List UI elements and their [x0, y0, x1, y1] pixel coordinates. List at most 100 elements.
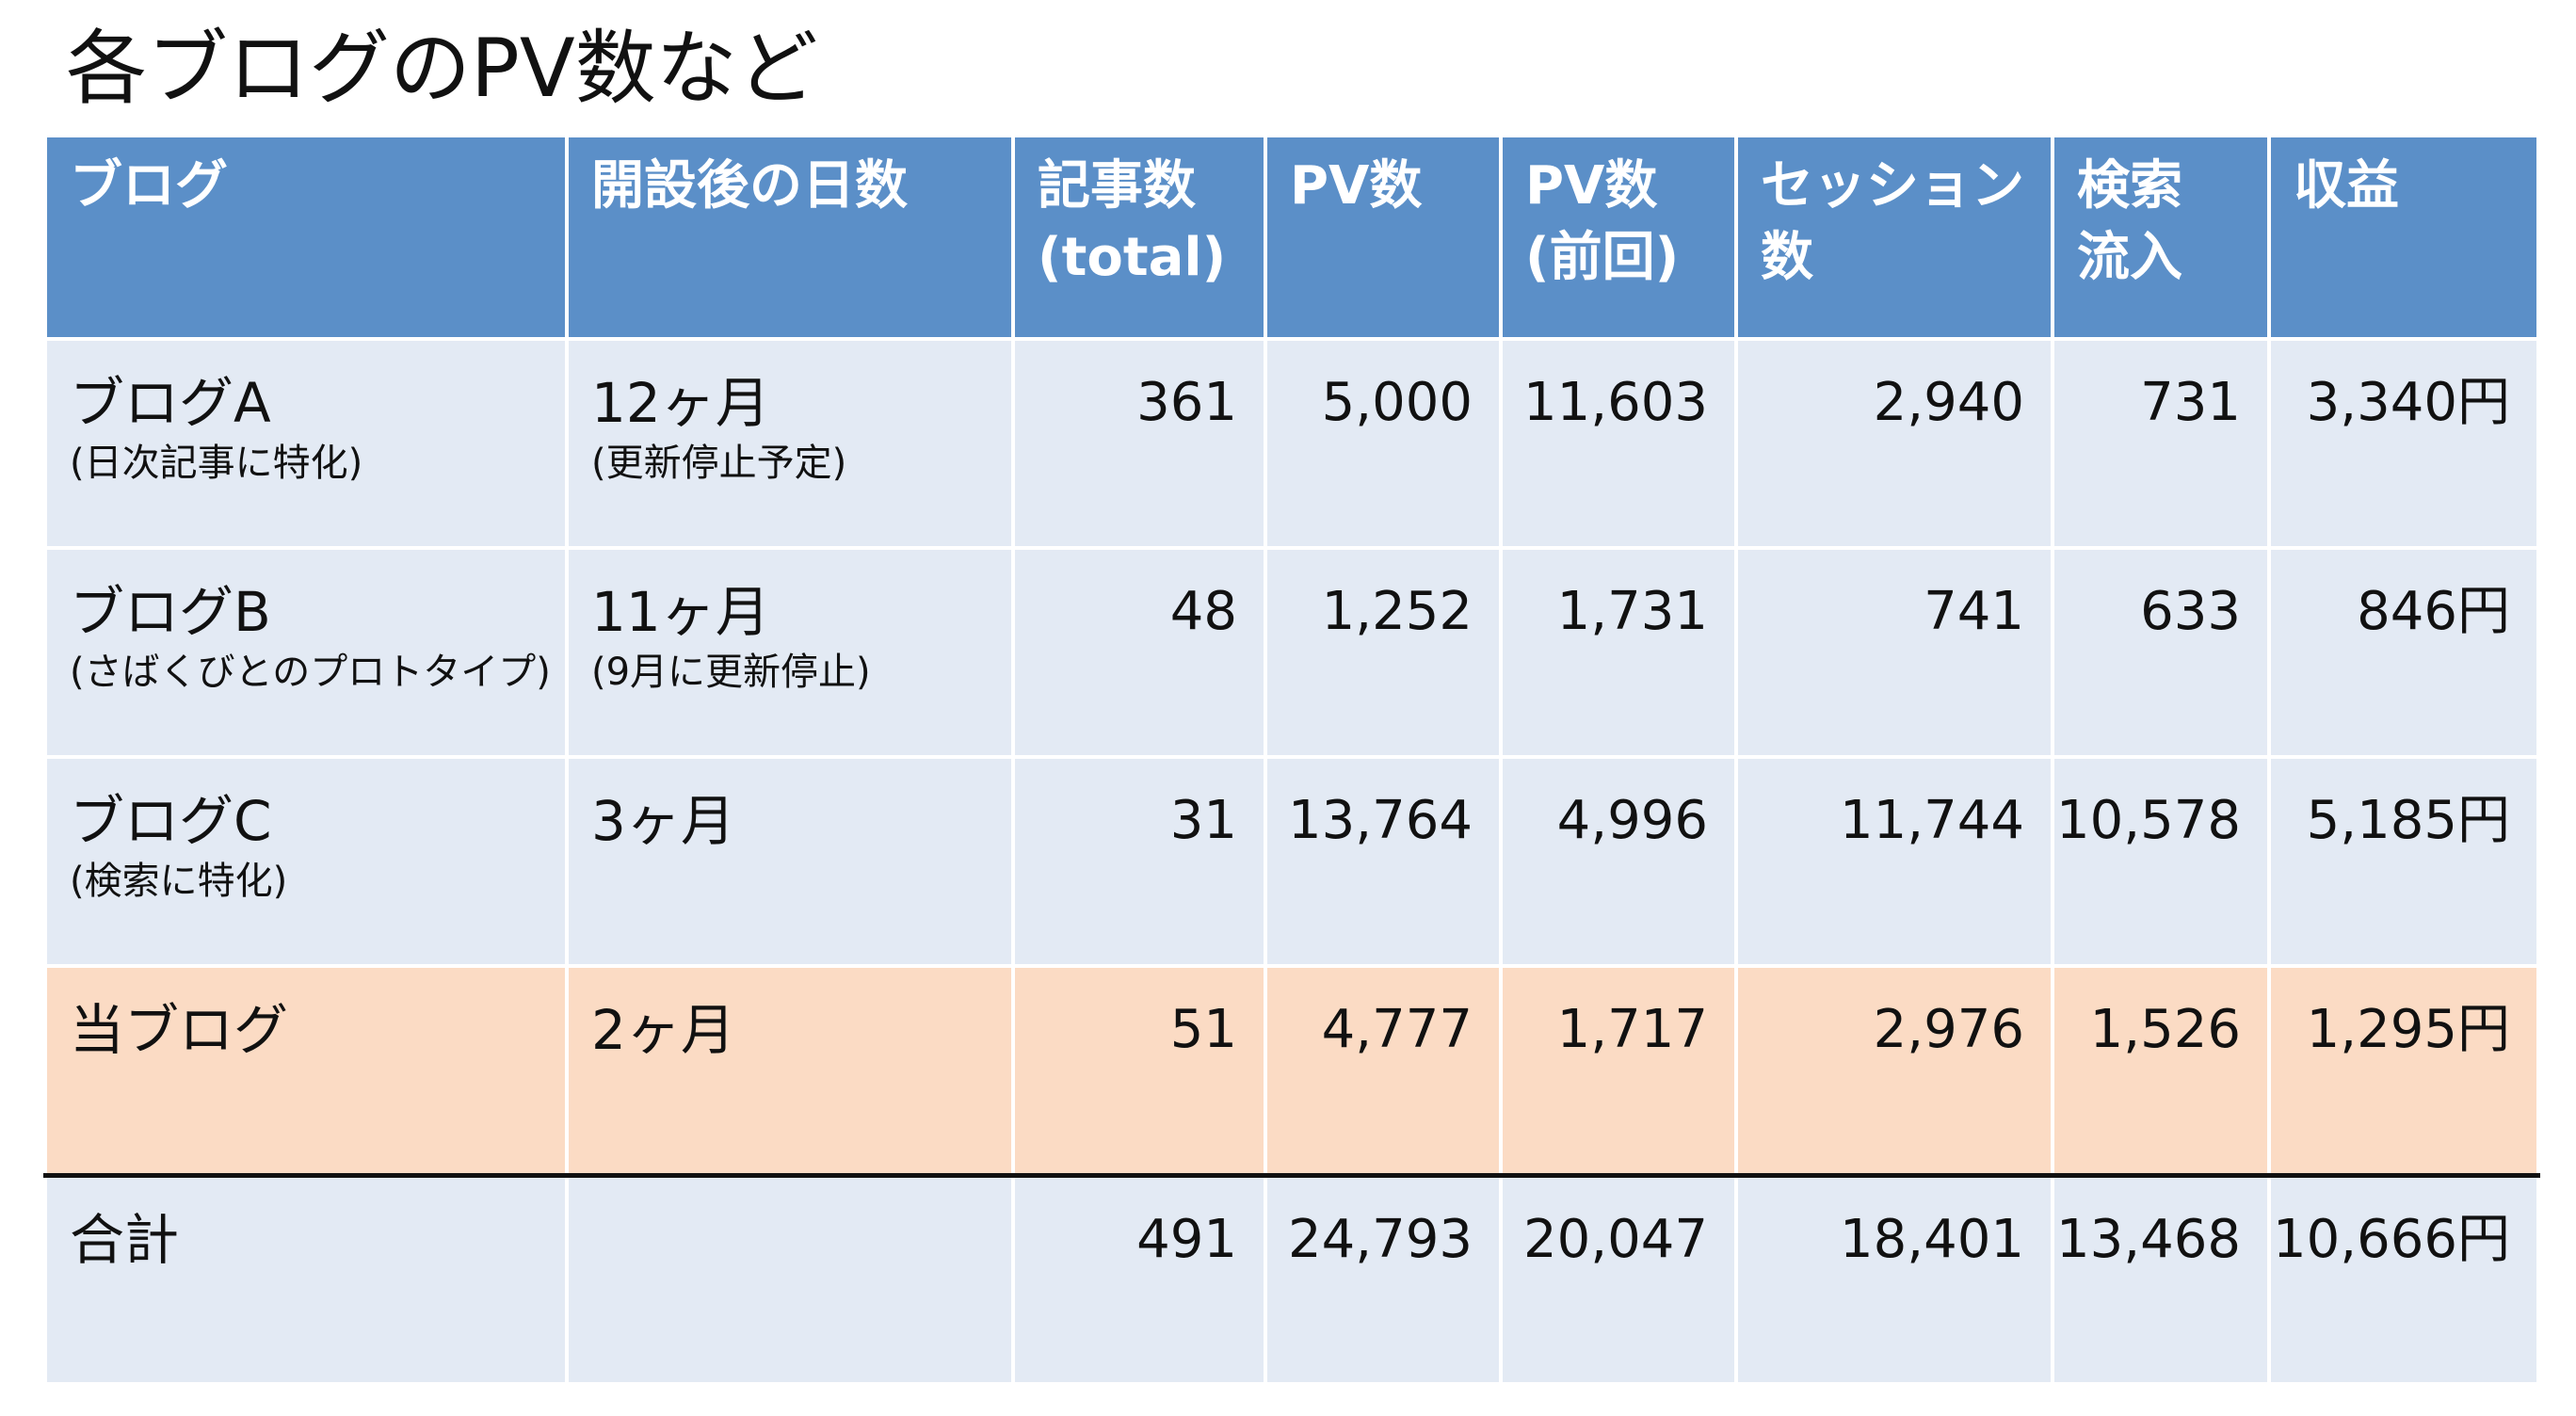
header-pv: PV数	[1264, 134, 1503, 341]
cell-pv: 24,793	[1264, 1172, 1503, 1386]
cell-pv-prev: 20,047	[1499, 1172, 1738, 1386]
days-value: 2ヶ月	[591, 998, 735, 1062]
cell-pv: 13,764	[1264, 755, 1503, 968]
cell-search: 13,468	[2051, 1172, 2271, 1386]
revenue-value: 3,340円	[2306, 372, 2510, 433]
cell-search: 10,578	[2051, 755, 2271, 968]
cell-revenue: 846円	[2267, 546, 2540, 759]
table-row: ブログB (さばくびとのプロトタイプ) 11ヶ月 (9月に更新停止) 48 1,…	[43, 546, 2540, 759]
cell-pv-prev: 11,603	[1499, 337, 1738, 550]
cell-search: 1,526	[2051, 964, 2271, 1177]
cell-articles: 48	[1011, 546, 1267, 759]
articles-value: 31	[1169, 790, 1237, 851]
header-line: (total)	[1038, 227, 1227, 288]
cell-pv-prev: 1,717	[1499, 964, 1738, 1177]
header-articles: 記事数 (total)	[1011, 134, 1267, 341]
blog-name: ブログC	[70, 789, 272, 853]
revenue-value: 846円	[2357, 581, 2510, 642]
header-line: セッション	[1761, 155, 2024, 217]
search-value: 1,526	[2089, 999, 2241, 1060]
cell-search: 731	[2051, 337, 2271, 550]
cell-blog: ブログC (検索に特化)	[43, 755, 569, 968]
cell-days: 2ヶ月	[565, 964, 1015, 1177]
days-note: (9月に更新停止)	[591, 651, 871, 694]
blog-stats-table: ブログ 開設後の日数 記事数 (total) PV数 PV数 (前回) セッショ…	[43, 134, 2540, 1386]
cell-revenue: 5,185円	[2267, 755, 2540, 968]
articles-value: 361	[1136, 372, 1237, 433]
sessions-value: 741	[1924, 581, 2024, 642]
cell-blog: 当ブログ	[43, 964, 569, 1177]
cell-articles: 51	[1011, 964, 1267, 1177]
blog-name: ブログB	[70, 580, 271, 644]
blog-name: ブログA	[70, 371, 271, 435]
cell-days: 11ヶ月 (9月に更新停止)	[565, 546, 1015, 759]
header-line: 記事数	[1038, 155, 1196, 217]
cell-blog: ブログB (さばくびとのプロトタイプ)	[43, 546, 569, 759]
search-value: 10,578	[2056, 790, 2241, 851]
header-row: ブログ 開設後の日数 記事数 (total) PV数 PV数 (前回) セッショ…	[43, 134, 2540, 341]
header-line: 流入	[2077, 227, 2182, 288]
cell-search: 633	[2051, 546, 2271, 759]
pv-value: 4,777	[1321, 999, 1473, 1060]
header-line: PV数	[1525, 155, 1658, 217]
revenue-value: 1,295円	[2306, 999, 2510, 1060]
pv-prev-value: 4,996	[1556, 790, 1708, 851]
days-value: 11ヶ月	[591, 580, 770, 644]
header-line: ブログ	[70, 155, 228, 217]
header-line: 数	[1761, 227, 1813, 288]
sessions-value: 2,976	[1873, 999, 2024, 1060]
cell-days	[565, 1172, 1015, 1386]
header-line: 開設後の日数	[591, 155, 908, 217]
articles-total: 491	[1136, 1208, 1237, 1270]
pv-prev-value: 1,717	[1556, 999, 1708, 1060]
page-title: 各ブログのPV数など	[66, 22, 818, 116]
cell-sessions: 741	[1734, 546, 2054, 759]
pv-prev-value: 11,603	[1523, 372, 1708, 433]
cell-articles: 361	[1011, 337, 1267, 550]
cell-revenue: 3,340円	[2267, 337, 2540, 550]
cell-days: 12ヶ月 (更新停止予定)	[565, 337, 1015, 550]
cell-pv: 5,000	[1264, 337, 1503, 550]
search-value: 633	[2140, 581, 2241, 642]
header-days: 開設後の日数	[565, 134, 1015, 341]
articles-value: 51	[1169, 999, 1237, 1060]
cell-sessions: 2,940	[1734, 337, 2054, 550]
cell-sessions: 2,976	[1734, 964, 2054, 1177]
cell-pv: 4,777	[1264, 964, 1503, 1177]
header-pv-prev: PV数 (前回)	[1499, 134, 1738, 341]
days-value: 12ヶ月	[591, 371, 770, 435]
header-sessions: セッション 数	[1734, 134, 2054, 341]
pv-prev-value: 1,731	[1556, 581, 1708, 642]
sessions-total: 18,401	[1840, 1208, 2024, 1270]
blog-note: (検索に特化)	[70, 860, 288, 903]
cell-sessions: 11,744	[1734, 755, 2054, 968]
table-row: ブログA (日次記事に特化) 12ヶ月 (更新停止予定) 361 5,000 1…	[43, 337, 2540, 550]
pv-value: 13,764	[1288, 790, 1473, 851]
articles-value: 48	[1169, 581, 1237, 642]
days-value: 3ヶ月	[591, 789, 735, 853]
cell-revenue: 10,666円	[2267, 1172, 2540, 1386]
blog-note: (日次記事に特化)	[70, 442, 363, 485]
cell-pv-prev: 4,996	[1499, 755, 1738, 968]
cell-articles: 31	[1011, 755, 1267, 968]
header-line: 収益	[2294, 155, 2399, 217]
cell-days: 3ヶ月	[565, 755, 1015, 968]
cell-blog: 合計	[43, 1172, 569, 1386]
header-blog: ブログ	[43, 134, 569, 341]
sessions-value: 11,744	[1840, 790, 2024, 851]
revenue-value: 5,185円	[2306, 790, 2510, 851]
blog-note: (さばくびとのプロトタイプ)	[70, 651, 551, 694]
pv-total: 24,793	[1288, 1208, 1473, 1270]
table-row-highlight: 当ブログ 2ヶ月 51 4,777 1,717 2,976 1,526 1,29…	[43, 964, 2540, 1177]
cell-pv-prev: 1,731	[1499, 546, 1738, 759]
header-revenue: 収益	[2267, 134, 2540, 341]
revenue-total: 10,666円	[2273, 1208, 2510, 1270]
cell-revenue: 1,295円	[2267, 964, 2540, 1177]
total-row: 合計 491 24,793 20,047 18,401 13,468 10,66…	[43, 1172, 2540, 1386]
pv-value: 5,000	[1321, 372, 1473, 433]
search-value: 731	[2140, 372, 2241, 433]
sessions-value: 2,940	[1873, 372, 2024, 433]
header-line: PV数	[1290, 155, 1423, 217]
cell-sessions: 18,401	[1734, 1172, 2054, 1386]
table-row: ブログC (検索に特化) 3ヶ月 31 13,764 4,996 11,744 …	[43, 755, 2540, 968]
